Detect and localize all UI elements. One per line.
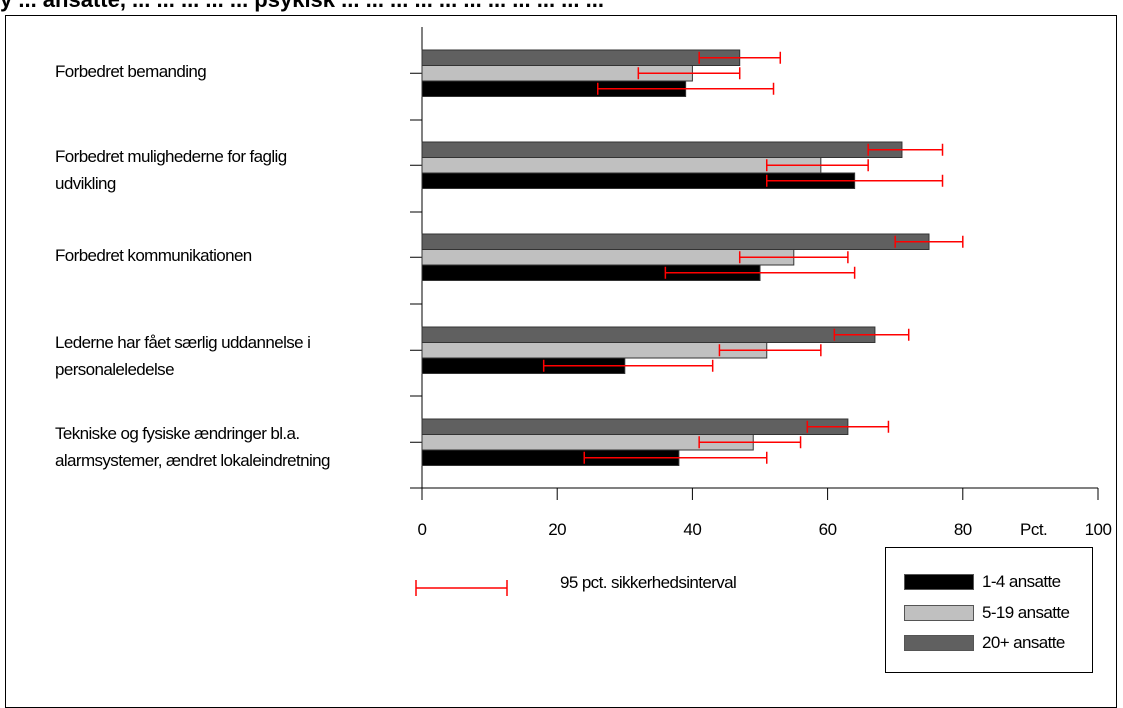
x-tick-label: 60 <box>818 520 837 539</box>
bar-5-19-ansatte <box>421 342 768 359</box>
x-axis-unit-label: Pct. <box>1020 520 1048 539</box>
category-label: Forbedret bemanding <box>55 62 207 81</box>
x-tick-label: 40 <box>683 520 702 539</box>
legend-item: 20+ ansatte <box>904 633 1084 653</box>
category-label: Tekniske og fysiske ændringer bl.a. alar… <box>55 424 330 470</box>
legend-item: 1-4 ansatte <box>904 572 1084 592</box>
legend-label: 1-4 ansatte <box>982 572 1061 591</box>
bar-20-ansatte <box>421 326 876 343</box>
bar-5-19-ansatte <box>421 157 822 174</box>
legend-label: 5-19 ansatte <box>982 603 1070 622</box>
bar-20-ansatte <box>421 141 903 158</box>
bar-5-19-ansatte <box>421 249 795 266</box>
legend: 1-4 ansatte 5-19 ansatte 20+ ansatte <box>885 547 1093 673</box>
x-tick-label: 0 <box>417 520 427 539</box>
bar-20-ansatte <box>421 418 849 435</box>
bar-20-ansatte <box>421 49 741 66</box>
legend-swatch <box>904 635 974 651</box>
legend-item: 5-19 ansatte <box>904 603 1084 623</box>
legend-label: 20+ ansatte <box>982 633 1065 652</box>
ci-legend-label: 95 pct. sikkerhedsinterval <box>560 573 737 592</box>
category-label: Lederne har fået særlig uddannelse i per… <box>55 333 311 379</box>
x-tick-label: 100 <box>1084 520 1112 539</box>
category-label: Forbedret kommunikationen <box>55 246 252 265</box>
legend-swatch <box>904 605 974 621</box>
page-title: y ... ansatte, ... ... ... ... ... psyki… <box>0 0 1123 15</box>
category-label: Forbedret mulighederne for faglig udvikl… <box>55 147 287 193</box>
legend-swatch <box>904 574 974 590</box>
bar-20-ansatte <box>421 233 930 250</box>
x-tick-label: 80 <box>953 520 972 539</box>
x-tick-label: 20 <box>548 520 567 539</box>
